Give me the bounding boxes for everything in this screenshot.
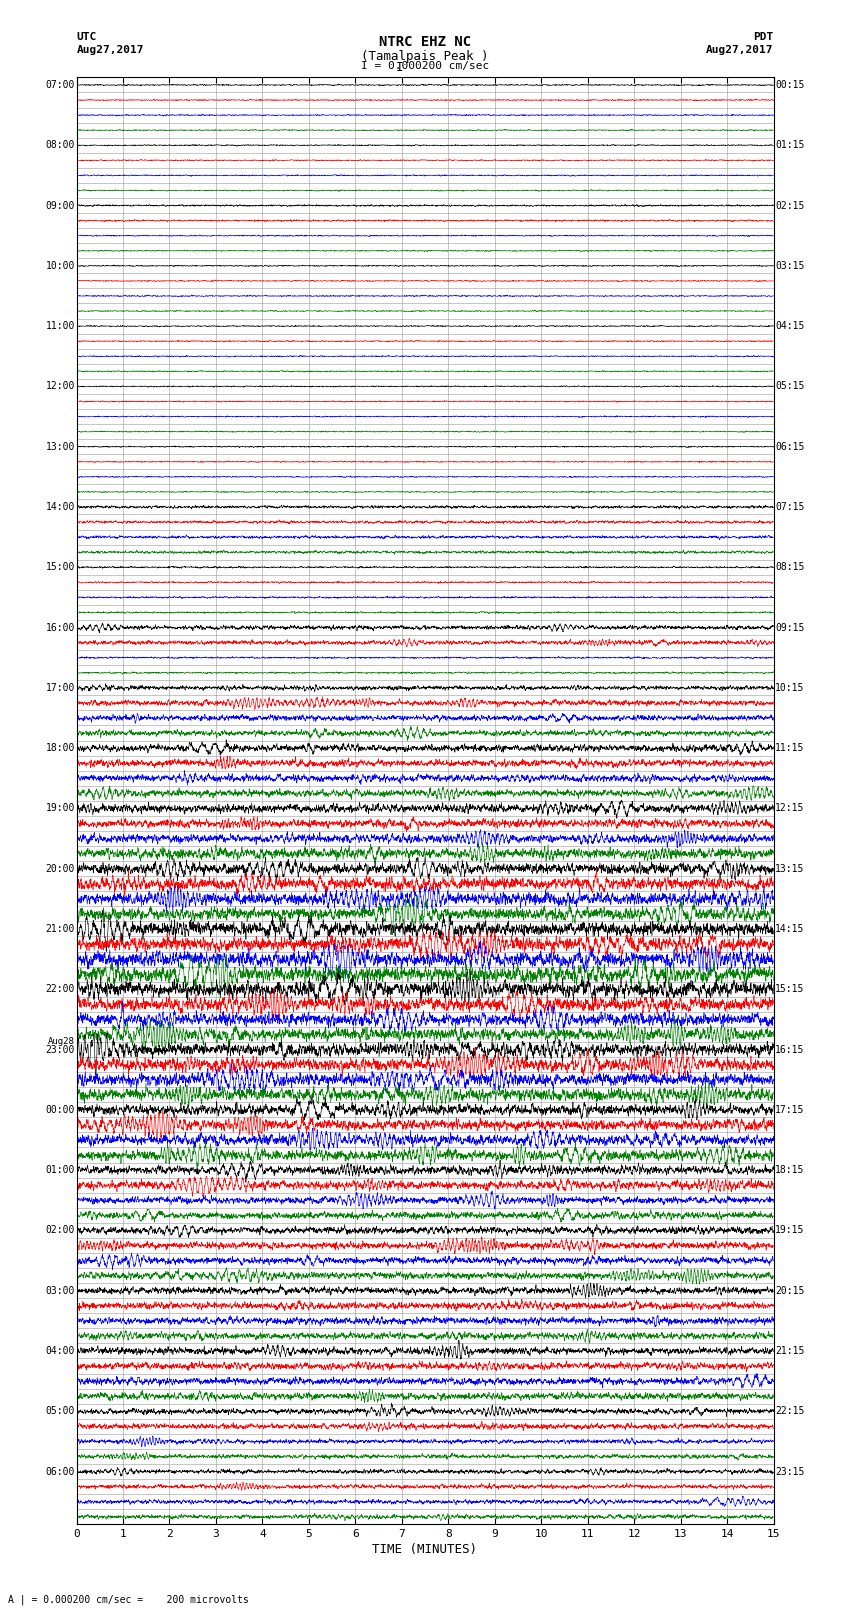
Text: 22:00: 22:00 [46, 984, 75, 994]
Text: 03:00: 03:00 [46, 1286, 75, 1295]
Text: 12:15: 12:15 [775, 803, 804, 813]
Text: 13:00: 13:00 [46, 442, 75, 452]
Text: 16:15: 16:15 [775, 1045, 804, 1055]
Text: 13:15: 13:15 [775, 863, 804, 874]
Text: 22:15: 22:15 [775, 1407, 804, 1416]
Text: Aug28: Aug28 [48, 1037, 75, 1045]
Text: PDT: PDT [753, 32, 774, 42]
Text: I: I [396, 61, 403, 74]
Text: (Tamalpais Peak ): (Tamalpais Peak ) [361, 50, 489, 63]
Text: 14:15: 14:15 [775, 924, 804, 934]
Text: 06:00: 06:00 [46, 1466, 75, 1476]
Text: 09:15: 09:15 [775, 623, 804, 632]
Text: 21:15: 21:15 [775, 1345, 804, 1357]
Text: 17:00: 17:00 [46, 682, 75, 694]
Text: 12:00: 12:00 [46, 381, 75, 392]
Text: 06:15: 06:15 [775, 442, 804, 452]
Text: 04:15: 04:15 [775, 321, 804, 331]
Text: 20:00: 20:00 [46, 863, 75, 874]
X-axis label: TIME (MINUTES): TIME (MINUTES) [372, 1544, 478, 1557]
Text: 18:00: 18:00 [46, 744, 75, 753]
Text: 01:15: 01:15 [775, 140, 804, 150]
Text: 03:15: 03:15 [775, 261, 804, 271]
Text: 20:15: 20:15 [775, 1286, 804, 1295]
Text: 09:00: 09:00 [46, 200, 75, 211]
Text: UTC: UTC [76, 32, 97, 42]
Text: 10:15: 10:15 [775, 682, 804, 694]
Text: Aug27,2017: Aug27,2017 [706, 45, 774, 55]
Text: 00:15: 00:15 [775, 81, 804, 90]
Text: 01:00: 01:00 [46, 1165, 75, 1176]
Text: 08:00: 08:00 [46, 140, 75, 150]
Text: 11:00: 11:00 [46, 321, 75, 331]
Text: 23:15: 23:15 [775, 1466, 804, 1476]
Text: NTRC EHZ NC: NTRC EHZ NC [379, 35, 471, 50]
Text: 18:15: 18:15 [775, 1165, 804, 1176]
Text: 10:00: 10:00 [46, 261, 75, 271]
Text: I = 0.000200 cm/sec: I = 0.000200 cm/sec [361, 61, 489, 71]
Text: Aug27,2017: Aug27,2017 [76, 45, 144, 55]
Text: 05:00: 05:00 [46, 1407, 75, 1416]
Text: 07:15: 07:15 [775, 502, 804, 511]
Text: 14:00: 14:00 [46, 502, 75, 511]
Text: 02:15: 02:15 [775, 200, 804, 211]
Text: 05:15: 05:15 [775, 381, 804, 392]
Text: 19:15: 19:15 [775, 1226, 804, 1236]
Text: 15:00: 15:00 [46, 563, 75, 573]
Text: 08:15: 08:15 [775, 563, 804, 573]
Text: 07:00: 07:00 [46, 81, 75, 90]
Text: 16:00: 16:00 [46, 623, 75, 632]
Text: 17:15: 17:15 [775, 1105, 804, 1115]
Text: 04:00: 04:00 [46, 1345, 75, 1357]
Text: 21:00: 21:00 [46, 924, 75, 934]
Text: 19:00: 19:00 [46, 803, 75, 813]
Text: 11:15: 11:15 [775, 744, 804, 753]
Text: 15:15: 15:15 [775, 984, 804, 994]
Text: A | = 0.000200 cm/sec =    200 microvolts: A | = 0.000200 cm/sec = 200 microvolts [8, 1594, 249, 1605]
Text: 00:00: 00:00 [46, 1105, 75, 1115]
Text: 02:00: 02:00 [46, 1226, 75, 1236]
Text: 23:00: 23:00 [46, 1045, 75, 1055]
